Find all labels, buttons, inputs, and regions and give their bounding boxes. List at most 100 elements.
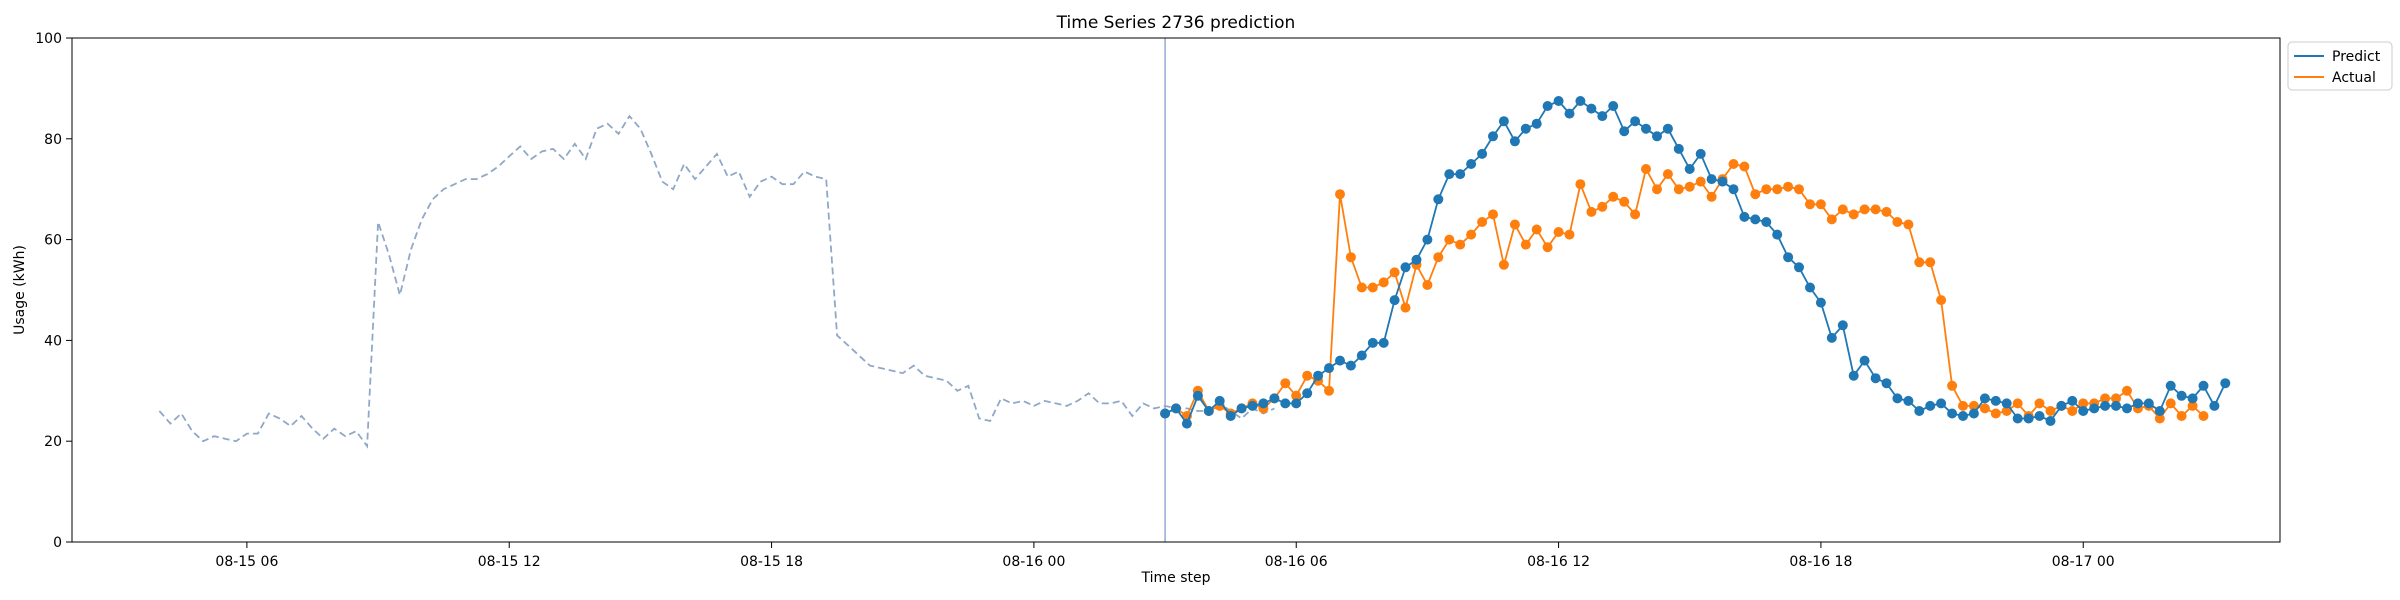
predict-point — [1652, 131, 1662, 142]
actual-point — [1859, 204, 1870, 215]
actual-point — [1531, 224, 1542, 235]
actual-point — [1586, 206, 1597, 217]
actual-point — [2078, 398, 2089, 409]
actual-point — [1345, 252, 1356, 263]
x-axis-label: Time step — [1141, 570, 1211, 586]
predict-point — [2023, 413, 2034, 424]
y-tick-label: 100 — [35, 31, 62, 47]
actual-point — [1564, 229, 1575, 240]
actual-point — [2067, 406, 2078, 416]
predict-point — [1936, 398, 1947, 409]
predict-point — [1608, 101, 1619, 111]
predict-point — [2045, 416, 2056, 426]
actual-point — [1761, 184, 1772, 195]
predict-point — [1422, 234, 1433, 245]
predict-point — [1805, 282, 1815, 293]
predict-point — [1488, 131, 1498, 142]
predict-point — [1225, 411, 1236, 421]
predict-point — [1870, 373, 1881, 384]
actual-point — [1575, 179, 1586, 190]
predict-point — [1564, 108, 1575, 119]
x-tick-label: 08-15 12 — [478, 554, 541, 570]
predict-point — [2176, 390, 2187, 401]
predict-point — [1324, 363, 1334, 374]
predict-point — [1717, 176, 1728, 187]
predict-point — [2111, 400, 2121, 411]
actual-point — [2111, 393, 2121, 404]
actual-point — [2012, 398, 2023, 409]
actual-point — [1630, 209, 1641, 220]
x-tick-label: 08-16 06 — [1265, 554, 1328, 570]
actual-point — [1881, 206, 1892, 217]
x-tick-label: 08-16 00 — [1002, 554, 1065, 570]
y-tick-label: 0 — [53, 535, 62, 551]
actual-point — [1520, 239, 1531, 250]
predict-point — [2012, 413, 2023, 424]
actual-point — [1990, 408, 2001, 419]
predict-point — [2089, 403, 2100, 414]
predict-point — [1477, 148, 1488, 159]
actual-point — [1335, 189, 1345, 200]
predict-point — [1979, 393, 1990, 404]
predict-point — [1313, 370, 1324, 381]
predict-point — [1192, 390, 1203, 401]
predict-point — [1990, 395, 2001, 406]
predict-point — [1280, 398, 1291, 409]
predict-point — [1466, 159, 1477, 169]
actual-point — [2001, 406, 2012, 416]
actual-point — [1772, 184, 1783, 195]
y-tick-label: 60 — [44, 233, 62, 249]
predict-point — [1968, 408, 1979, 419]
actual-point — [1444, 234, 1455, 245]
predict-point — [1848, 370, 1859, 381]
predict-point — [1203, 406, 1214, 416]
actual-point — [1488, 209, 1498, 220]
predict-point — [1302, 388, 1313, 399]
actual-point — [1826, 214, 1837, 225]
predict-point — [1903, 395, 1914, 406]
actual-point — [1892, 217, 1903, 227]
actual-point — [1914, 257, 1925, 268]
y-tick-label: 20 — [44, 434, 62, 450]
actual-point — [1356, 282, 1367, 293]
legend-actual-label: Actual — [2332, 70, 2376, 86]
actual-point — [1794, 184, 1804, 195]
actual-point — [1378, 277, 1389, 288]
predict-point — [1815, 297, 1826, 308]
actual-point — [2154, 413, 2165, 424]
predict-point — [2034, 411, 2045, 421]
actual-point — [1367, 282, 1378, 293]
predict-point — [1553, 96, 1564, 106]
predict-point — [1520, 123, 1531, 134]
predict-point — [1367, 337, 1378, 348]
actual-point — [1695, 176, 1706, 187]
predict-point — [1498, 116, 1509, 127]
predict-point — [2198, 380, 2209, 391]
actual-point — [1280, 378, 1291, 389]
actual-point — [2100, 393, 2111, 404]
actual-point — [1925, 257, 1936, 268]
actual-point — [2034, 398, 2045, 409]
predict-point — [1684, 164, 1695, 174]
predict-point — [1400, 262, 1411, 273]
predict-point — [1837, 320, 1848, 331]
predict-point — [1597, 111, 1608, 122]
actual-point — [1805, 199, 1815, 210]
actual-point — [1903, 219, 1914, 230]
predict-point — [1171, 403, 1181, 414]
legend-predict-label: Predict — [2332, 49, 2381, 65]
predict-point — [1859, 355, 1870, 366]
predict-point — [1619, 126, 1630, 137]
predict-point — [1531, 118, 1542, 129]
predict-point — [1433, 194, 1444, 205]
predict-point — [2187, 393, 2198, 404]
predict-point — [1247, 400, 1258, 411]
actual-point — [1466, 229, 1477, 240]
predict-point — [2209, 400, 2220, 411]
plot-frame — [71, 37, 2281, 543]
predict-point — [1641, 123, 1651, 134]
predict-point — [1739, 211, 1750, 222]
actual-point — [1291, 390, 1302, 401]
actual-point — [1619, 196, 1630, 207]
